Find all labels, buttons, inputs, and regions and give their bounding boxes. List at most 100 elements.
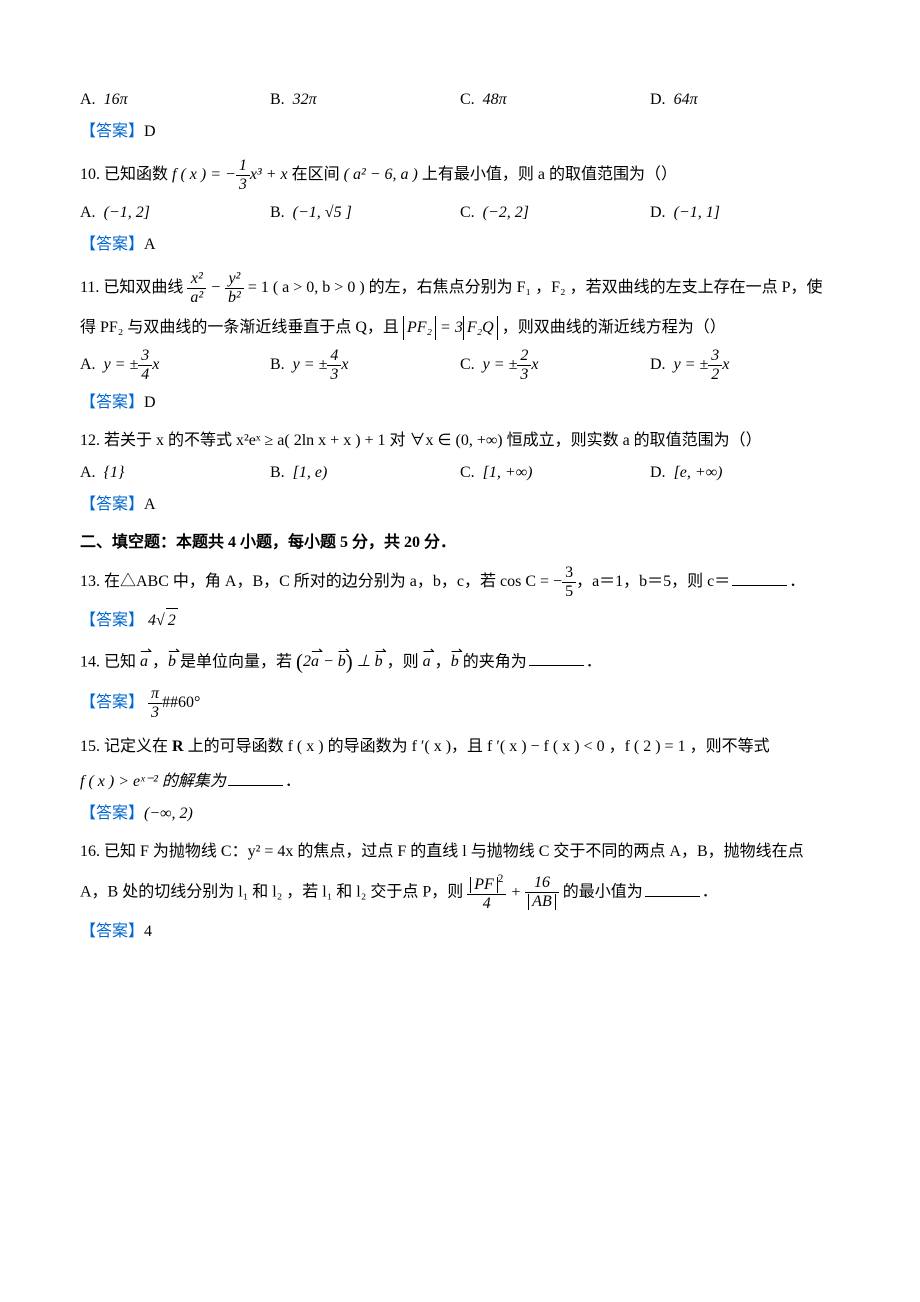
den: 3 [517, 366, 531, 383]
q9-option-C: C. 48π [460, 88, 650, 112]
q11-answer: 【答案】D [80, 391, 840, 415]
q16-text-b1: A，B 处的切线分别为 l₁ 和 l₂ ，若 l₁ 和 l₂ 交于点 P，则 [80, 884, 467, 901]
answer-label: 【答案】 [80, 923, 144, 940]
t: 记定义在 [104, 738, 172, 755]
answer-label: 【答案】 [80, 612, 144, 629]
q14-number: 14. [80, 653, 104, 670]
q12-A-text: {1} [104, 464, 125, 481]
q10-options: A. (−1, 2] B. (−1, √5 ] C. (−2, 2] D. (−… [80, 201, 840, 225]
q11-f1n: x² [187, 271, 206, 289]
q9-option-D: D. 64π [650, 88, 840, 112]
post: x [152, 356, 159, 373]
q9-A-text: 16π [104, 91, 128, 108]
t: 是单位向量，若 [176, 653, 296, 670]
q12-text: 若关于 x 的不等式 x²eˣ ≥ a( 2ln x + x ) + 1 对 ∀… [104, 432, 762, 449]
q10-A-text: (−1, 2] [104, 204, 150, 221]
q10-f-lhs: f ( x ) = − [172, 166, 236, 183]
q10-option-B: B. (−1, √5 ] [270, 201, 460, 225]
q10-func: f ( x ) = −13x³ + x [172, 166, 292, 183]
q12-options: A. {1} B. [1, e) C. [1, +∞) D. [e, +∞) [80, 461, 840, 485]
q16-number: 16. [80, 843, 104, 860]
set-R: R [172, 738, 184, 755]
q10-frac-num: 1 [236, 158, 250, 176]
q9-options: A. 16π B. 32π C. 48π D. 64π [80, 88, 840, 112]
blank [732, 569, 787, 586]
q10-D-text: (−1, 1] [674, 204, 720, 221]
q14-stem: 14. 已知 a ，b 是单位向量，若 (2a − b) ⊥ b ，则 a ，b… [80, 647, 840, 678]
two: 2 [303, 653, 311, 670]
q16-answer-value: 4 [144, 923, 152, 940]
q16-stem-line1: 16. 已知 F 为抛物线 C：y² = 4x 的焦点，过点 F 的直线 l 与… [80, 840, 840, 864]
q11-eq: = 1 ( a > 0, b > 0 ) 的左，右焦点分别为 F₁ ，F₂ ，若… [248, 279, 823, 296]
period: ． [789, 573, 805, 590]
q11-f2n: y² [225, 271, 244, 289]
q10-interval: ( a² − 6, a ) [344, 166, 418, 183]
opt-label: D. [650, 204, 666, 221]
opt-label: C. [460, 356, 475, 373]
q10-option-D: D. (−1, 1] [650, 201, 840, 225]
num: 4 [327, 348, 341, 366]
vec-a: a [423, 650, 431, 674]
vec-a: a [311, 650, 319, 674]
q11-f2d: b² [225, 289, 244, 306]
paren: ( [296, 651, 303, 674]
opt-label: B. [270, 204, 285, 221]
pre: y = ± [293, 356, 328, 373]
post: x [341, 356, 348, 373]
q15-ineq: f ( x ) > eˣ⁻² 的解集为 [80, 773, 226, 790]
q12-option-A: A. {1} [80, 461, 270, 485]
opt-label: C. [460, 204, 475, 221]
q16-expr: PF24 + 16AB [467, 884, 562, 901]
q10-C-text: (−2, 2] [483, 204, 529, 221]
q11-abs1: PF₂ [403, 316, 436, 340]
opt-label: A. [80, 356, 96, 373]
q16-answer: 【答案】4 [80, 920, 840, 944]
q16-stem-line2: A，B 处的切线分别为 l₁ 和 l₂ ，若 l₁ 和 l₂ 交于点 P，则 P… [80, 874, 840, 911]
pre: y = ± [674, 356, 709, 373]
opt-label: B. [270, 356, 285, 373]
q13-ans-rad: 2 [166, 608, 178, 633]
q12-B-text: [1, e) [293, 464, 328, 481]
q13-text-a: 在△ABC 中，角 A，B，C 所对的边分别为 a，b，c，若 cos C = … [104, 573, 562, 590]
perp: ⊥ [353, 653, 375, 670]
t: 的夹角为 [459, 653, 527, 670]
q10-text-b: 在区间 [292, 166, 344, 183]
opt-label: B. [270, 464, 285, 481]
q13-fd: 5 [562, 583, 576, 600]
num: 3 [708, 348, 722, 366]
num: π [148, 686, 162, 704]
num: 2 [517, 348, 531, 366]
q11-eq2: = 3 [436, 319, 463, 336]
q16-text-b2: 的最小值为 [563, 884, 643, 901]
vec-a: a [140, 650, 148, 674]
opt-label: A. [80, 464, 96, 481]
q12-option-D: D. [e, +∞) [650, 461, 840, 485]
blank [645, 880, 700, 897]
q16-text-a: 已知 F 为抛物线 C：y² = 4x 的焦点，过点 F 的直线 l 与抛物线 … [104, 843, 804, 860]
pre: y = ± [104, 356, 139, 373]
q11-number: 11. [80, 279, 103, 296]
q11-text-b1: 得 PF₂ 与双曲线的一条渐近线垂直于点 Q，且 [80, 319, 403, 336]
q11-f1d: a² [187, 289, 206, 306]
q13-number: 13. [80, 573, 104, 590]
q13-stem: 13. 在△ABC 中，角 A，B，C 所对的边分别为 a，b，c，若 cos … [80, 565, 840, 600]
q14-answer: 【答案】 π3##60° [80, 686, 840, 721]
abs-pf: PF [470, 877, 498, 893]
opt-label: D. [650, 356, 666, 373]
q10-answer: 【答案】A [80, 233, 840, 257]
q13-fn: 3 [562, 565, 576, 583]
blank [529, 649, 584, 666]
vec-b: b [338, 650, 346, 674]
answer-label: 【答案】 [80, 694, 144, 711]
q11-option-B: B. y = ±43x [270, 348, 460, 383]
q10-answer-value: A [144, 236, 156, 253]
q12-stem: 12. 若关于 x 的不等式 x²eˣ ≥ a( 2ln x + x ) + 1… [80, 429, 840, 453]
q10-stem: 10. 已知函数 f ( x ) = −13x³ + x 在区间 ( a² − … [80, 158, 840, 193]
q10-frac-den: 3 [236, 176, 250, 193]
q12-answer-value: A [144, 496, 156, 513]
answer-label: 【答案】 [80, 496, 144, 513]
opt-label: A. [80, 204, 96, 221]
q11-option-D: D. y = ±32x [650, 348, 840, 383]
q11-option-A: A. y = ±34x [80, 348, 270, 383]
q11-hyperbola: x²a² − y²b² [187, 279, 247, 296]
